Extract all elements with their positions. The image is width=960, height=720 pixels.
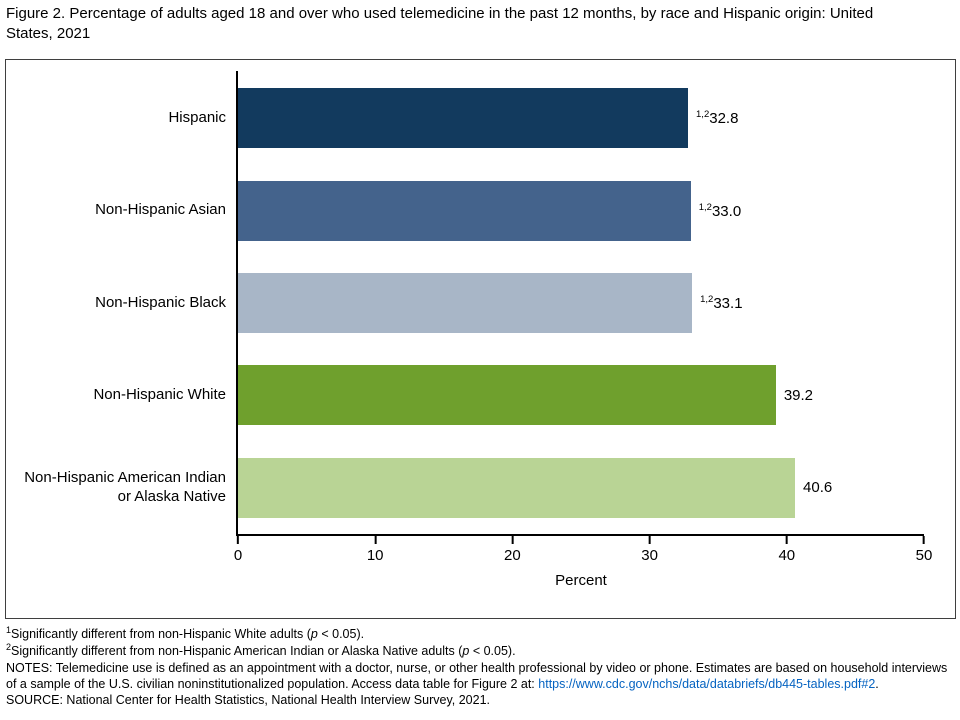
footnote-1-p: p — [310, 627, 318, 642]
footnote-1-tail: < 0.05). — [317, 627, 365, 642]
tick-mark — [923, 536, 925, 544]
category-label: Non-Hispanic Black — [6, 294, 226, 313]
bar — [238, 273, 693, 334]
category-label-text: Non-Hispanic Asian — [95, 201, 226, 219]
value-label: 1,232.8 — [696, 109, 739, 128]
tick-label: 10 — [366, 547, 384, 564]
tick-mark — [785, 536, 788, 544]
data-table-link[interactable]: https://www.cdc.gov/nchs/data/databriefs… — [538, 677, 876, 692]
bar-area: 40.6 — [238, 442, 924, 534]
significance-superscript: 1,2 — [700, 294, 714, 306]
footnote-2-marker: 2 — [6, 642, 12, 653]
tick-mark — [237, 536, 239, 544]
category-label: Hispanic — [6, 109, 226, 128]
bar-row: Hispanic 1,232.8 — [6, 72, 954, 164]
x-axis-tick: 40 — [778, 536, 795, 564]
x-axis-tick: 10 — [367, 536, 384, 564]
notes-text: NOTES: Telemedicine use is defined as an… — [6, 660, 952, 693]
tick-label: 0 — [233, 547, 243, 564]
bar — [238, 88, 689, 149]
x-axis-tick: 20 — [504, 536, 521, 564]
value-label: 40.6 — [803, 479, 833, 497]
footnote-2: 2Significantly different from non-Hispan… — [6, 642, 952, 659]
footnote-1: 1Significantly different from non-Hispan… — [6, 625, 952, 642]
footnotes: 1Significantly different from non-Hispan… — [6, 625, 952, 709]
category-label: Non-Hispanic White — [6, 386, 226, 405]
bar-row: Non-Hispanic Black 1,233.1 — [6, 257, 954, 349]
footnote-2-tail: < 0.05). — [469, 644, 516, 659]
x-axis-line — [236, 534, 924, 536]
y-axis-line — [236, 71, 238, 535]
bar — [238, 180, 691, 241]
bar-area: 1,233.1 — [238, 257, 924, 349]
figure-title: Figure 2. Percentage of adults aged 18 a… — [6, 5, 874, 42]
x-axis-tick: 0 — [234, 536, 242, 564]
value-label: 1,233.0 — [698, 201, 742, 220]
tick-mark — [511, 536, 514, 544]
x-axis-tick: 30 — [641, 536, 658, 564]
value-label: 39.2 — [783, 386, 814, 404]
bar — [238, 365, 776, 426]
significance-superscript: 1,2 — [698, 201, 712, 213]
notes-body: NOTES: Telemedicine use is defined as an… — [6, 660, 948, 692]
source-text: SOURCE: National Center for Health Stati… — [6, 693, 491, 708]
bar-row: Non-Hispanic Asian 1,233.0 — [6, 164, 954, 256]
tick-label: 20 — [504, 547, 521, 564]
footnote-2-p: p — [462, 644, 470, 659]
tick-mark — [374, 536, 377, 544]
category-label: Non-Hispanic American Indian or Alaska N… — [6, 469, 226, 507]
bar-row: Non-Hispanic White 39.2 — [6, 349, 954, 441]
bar-area: 1,232.8 — [238, 72, 924, 164]
bar-chart: Hispanic 1,232.8 Non-Hispanic Asian 1,233.0… — [6, 72, 954, 534]
footnote-1-marker: 1 — [6, 625, 12, 635]
bar-area: 1,233.0 — [238, 164, 924, 256]
chart-frame: Hispanic 1,232.8 Non-Hispanic Asian 1,233.0… — [5, 59, 956, 619]
x-axis-tick: 50 — [915, 536, 933, 564]
footnote-2-text: Significantly different from non-Hispani… — [11, 644, 463, 659]
tick-label: 50 — [915, 547, 933, 564]
bar-area: 39.2 — [238, 349, 924, 441]
bar — [238, 457, 796, 518]
bar-row: Non-Hispanic American Indian or Alaska N… — [6, 442, 954, 534]
tick-mark — [648, 536, 651, 544]
footnote-1-text: Significantly different from non-Hispani… — [11, 627, 311, 642]
x-axis-ticks: 0 10 20 30 40 50 — [234, 536, 932, 564]
category-label-text: Non-Hispanic Black — [95, 293, 226, 311]
tick-label: 40 — [778, 547, 796, 564]
value-label: 1,233.1 — [700, 294, 743, 313]
category-label-text: Hispanic — [168, 108, 226, 126]
notes-tail: . — [875, 677, 879, 692]
tick-label: 30 — [641, 547, 658, 564]
category-label-text: Non-Hispanic American Indian or Alaska N… — [24, 469, 226, 505]
category-label-text: Non-Hispanic White — [93, 386, 226, 404]
x-axis-title: Percent — [555, 572, 607, 589]
significance-superscript: 1,2 — [696, 109, 710, 121]
category-label: Non-Hispanic Asian — [6, 201, 226, 220]
